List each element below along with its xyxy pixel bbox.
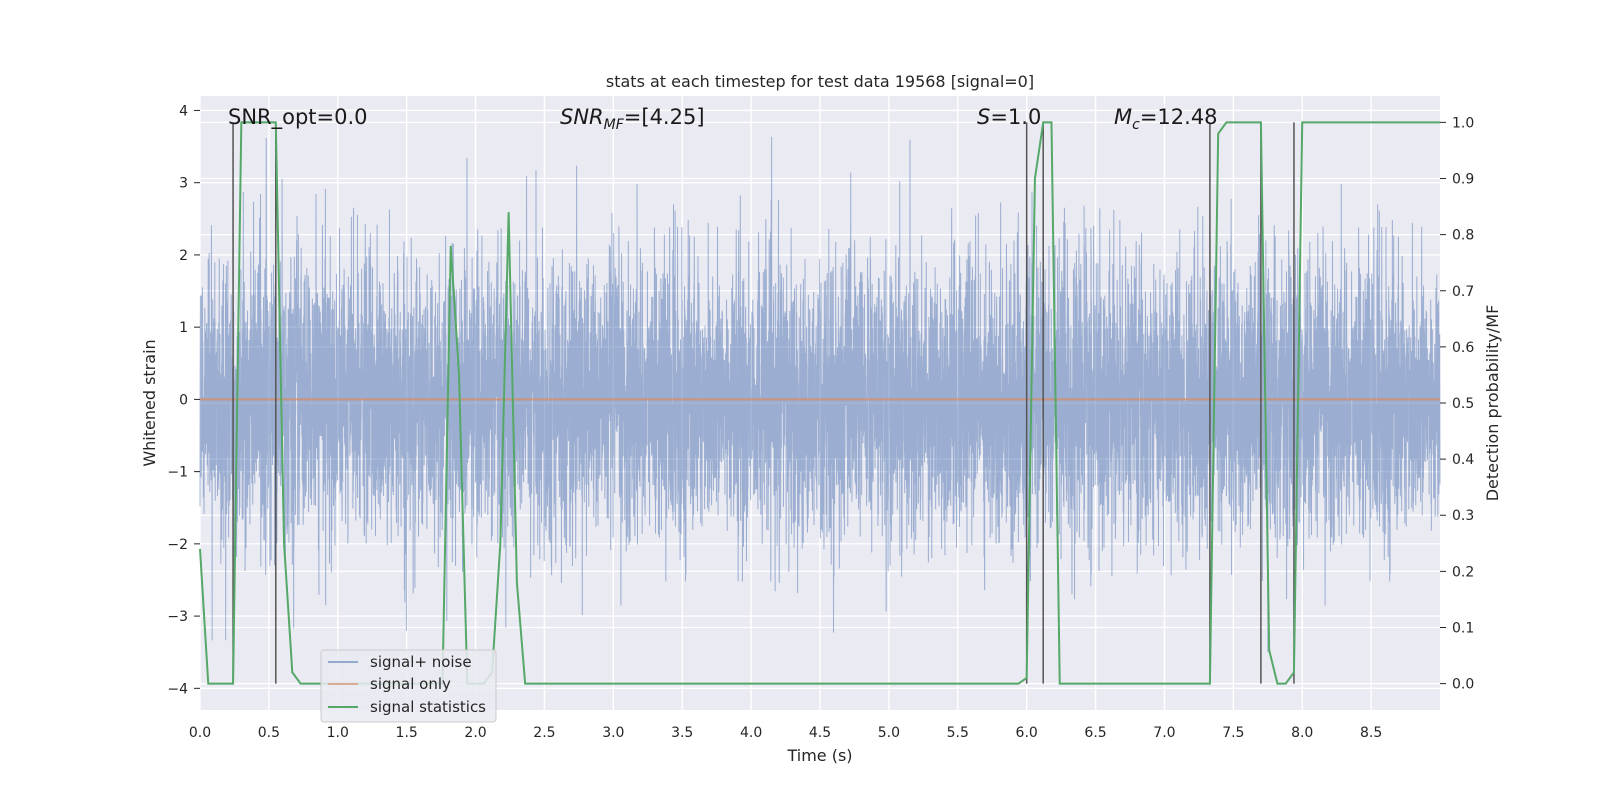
y-right-tick-label-2: 0.2 xyxy=(1452,564,1474,580)
y-right-tick-label-0: 0.0 xyxy=(1452,677,1474,693)
y-left-axis-ticks: −4 −3 −2 −1 0 1 2 3 4 xyxy=(167,103,200,697)
annotation-snr-mf-sub: MF xyxy=(604,117,625,133)
series-signal-noise xyxy=(199,136,1441,653)
y-right-tick-label-5: 0.5 xyxy=(1452,396,1474,412)
x-axis-ticks: 0.0 0.5 1.0 1.5 2.0 2.5 3.0 3.5 4.0 4.5 5.0 5.5 6.0 6… xyxy=(189,725,1382,741)
signal-noise-line xyxy=(199,136,1441,653)
y-right-tick-label-9: 0.9 xyxy=(1452,172,1474,188)
legend-label-signal-statistics: signal statistics xyxy=(370,698,486,716)
x-tick-label-4: 2.0 xyxy=(464,725,486,741)
annotation-snr-mf-main: SNR xyxy=(560,105,604,129)
y-left-tick-label-8: 4 xyxy=(179,103,188,119)
x-tick-label-11: 5.5 xyxy=(947,725,969,741)
annotation-mc: Mc=12.48 xyxy=(1114,105,1218,133)
x-tick-label-10: 5.0 xyxy=(878,725,900,741)
x-tick-label-8: 4.0 xyxy=(740,725,762,741)
x-tick-label-5: 2.5 xyxy=(533,725,555,741)
y-left-tick-label-0: −4 xyxy=(167,681,188,697)
y-right-tick-label-7: 0.7 xyxy=(1452,284,1474,300)
annotation-snr-opt: SNR_opt=0.0 xyxy=(228,105,368,130)
x-tick-label-14: 7.0 xyxy=(1153,725,1175,741)
x-tick-label-1: 0.5 xyxy=(258,725,280,741)
x-tick-label-0: 0.0 xyxy=(189,725,211,741)
x-axis-label: Time (s) xyxy=(786,746,852,765)
legend-label-signal-only: signal only xyxy=(370,675,451,693)
y-left-tick-label-5: 1 xyxy=(179,320,188,336)
annotation-s-value: =1.0 xyxy=(990,105,1041,129)
annotation-s: S=1.0 xyxy=(977,105,1041,129)
annotation-mc-value: =12.48 xyxy=(1140,105,1218,129)
y-left-tick-label-4: 0 xyxy=(179,392,188,408)
annotation-mc-main: M xyxy=(1114,105,1132,129)
annotation-snr-mf: SNRMF=[4.25] xyxy=(560,105,705,133)
y-right-tick-label-8: 0.8 xyxy=(1452,228,1474,244)
y-left-tick-label-2: −2 xyxy=(167,537,188,553)
y-right-tick-label-1: 0.1 xyxy=(1452,620,1474,636)
y-right-tick-label-4: 0.4 xyxy=(1452,452,1474,468)
y-right-axis-label: Detection probability/MF xyxy=(1483,305,1502,502)
chart-title: stats at each timestep for test data 195… xyxy=(606,72,1034,91)
annotation-mc-sub: c xyxy=(1132,117,1140,133)
x-tick-label-3: 1.5 xyxy=(396,725,418,741)
y-right-tick-label-3: 0.3 xyxy=(1452,508,1474,524)
legend-label-signal-noise: signal+ noise xyxy=(370,653,472,671)
y-right-tick-label-6: 0.6 xyxy=(1452,340,1474,356)
x-tick-label-15: 7.5 xyxy=(1222,725,1244,741)
y-left-tick-label-6: 2 xyxy=(179,248,188,264)
y-left-tick-label-1: −3 xyxy=(167,609,188,625)
x-tick-label-17: 8.5 xyxy=(1360,725,1382,741)
annotation-snr-mf-value: =[4.25] xyxy=(624,105,705,129)
y-right-axis-ticks: 0.0 0.1 0.2 0.3 0.4 0.5 0.6 0.7 0.8 0.9 1.0 xyxy=(1440,115,1474,693)
x-tick-label-12: 6.0 xyxy=(1016,725,1038,741)
x-tick-label-16: 8.0 xyxy=(1291,725,1313,741)
x-tick-label-2: 1.0 xyxy=(327,725,349,741)
x-tick-label-7: 3.5 xyxy=(671,725,693,741)
y-left-axis-label: Whitened strain xyxy=(140,339,159,466)
x-tick-label-13: 6.5 xyxy=(1084,725,1106,741)
y-left-tick-label-3: −1 xyxy=(167,465,188,481)
annotation-s-main: S xyxy=(977,105,990,129)
legend-box xyxy=(320,649,497,723)
x-tick-label-6: 3.0 xyxy=(602,725,624,741)
x-tick-label-9: 4.5 xyxy=(809,725,831,741)
y-left-tick-label-7: 3 xyxy=(179,176,188,192)
vertical-markers xyxy=(232,122,1295,684)
y-right-tick-label-10: 1.0 xyxy=(1452,115,1474,131)
legend: signal+ noise signal only signal statist… xyxy=(320,649,497,723)
